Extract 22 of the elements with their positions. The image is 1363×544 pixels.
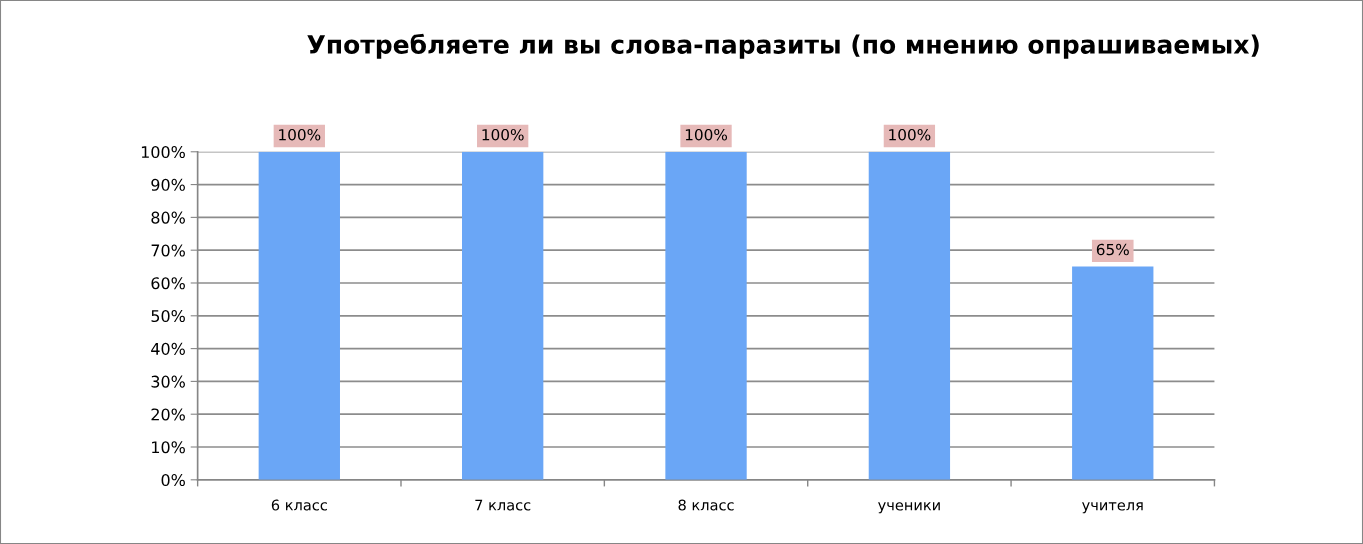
- y-tick-label: 60%: [151, 277, 185, 290]
- data-label: 100%: [279, 128, 321, 141]
- y-tick-label: 0%: [161, 474, 185, 487]
- data-label: 100%: [482, 128, 524, 141]
- data-label: 100%: [685, 128, 728, 141]
- x-tick-label: 8 класс: [678, 499, 734, 511]
- x-tick-label: 6 класс: [271, 499, 327, 511]
- y-tick-label: 80%: [151, 211, 185, 224]
- x-tick-label: ученики: [878, 502, 940, 514]
- y-tick-label: 100%: [141, 145, 185, 159]
- data-label: 65%: [1096, 243, 1129, 256]
- x-tick-label: учителя: [1082, 502, 1143, 514]
- y-tick-label: 40%: [151, 342, 185, 355]
- y-tick-label: 90%: [151, 178, 185, 191]
- x-tick-label: 7 класс: [475, 499, 531, 511]
- data-label: 100%: [889, 128, 931, 141]
- y-tick-label: 20%: [151, 408, 185, 421]
- chart-title: Употребляете ли вы слова-паразиты (по мнению опрашиваемых): [307, 33, 1259, 59]
- y-tick-label: 50%: [151, 310, 185, 323]
- y-tick-label: 30%: [151, 375, 185, 388]
- y-tick-label: 10%: [152, 441, 185, 454]
- y-tick-label: 70%: [151, 244, 185, 257]
